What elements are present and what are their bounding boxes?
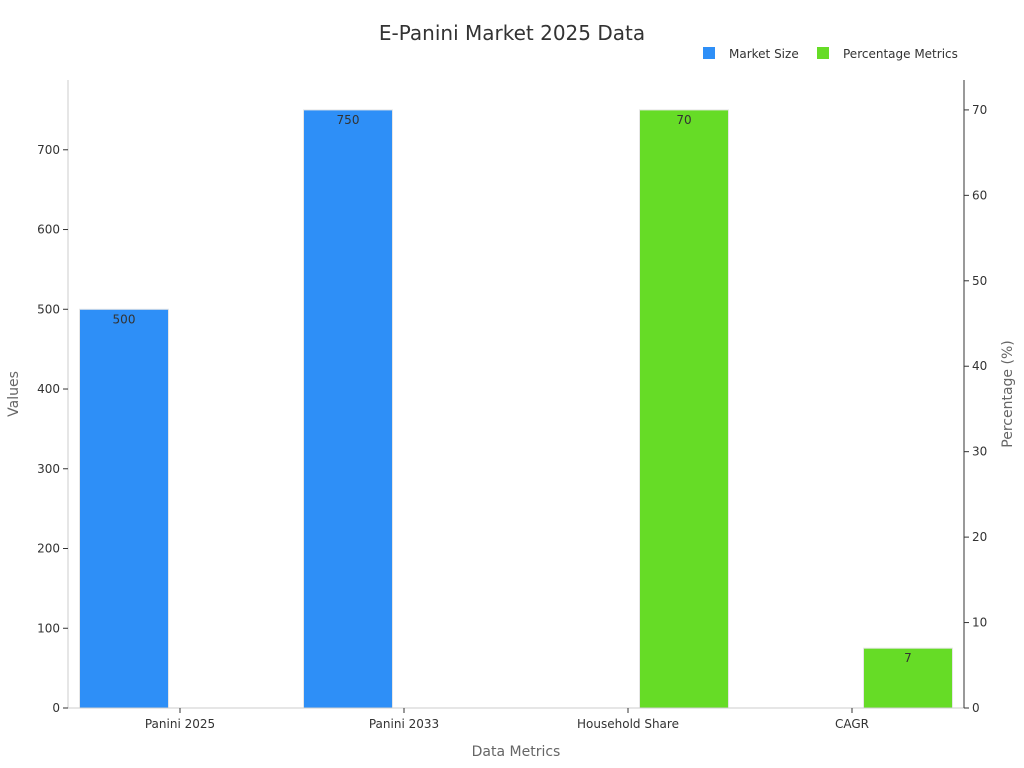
legend-label-market-size: Market Size — [729, 47, 799, 61]
y-right-tick-label: 70 — [972, 103, 987, 117]
y-right-tick-label: 0 — [972, 701, 980, 715]
legend-swatch-market-size — [703, 47, 715, 59]
plot-area: 500 750 70 7 — [79, 109, 953, 709]
y-right-tick-label: 30 — [972, 445, 987, 459]
legend-swatch-percentage-metrics — [817, 47, 829, 59]
x-tick-label-cagr: CAGR — [835, 717, 869, 731]
x-axis-label: Data Metrics — [472, 744, 561, 760]
data-label-household-share: 70 — [676, 113, 691, 127]
y-left-tick-label: 700 — [37, 143, 60, 157]
bar-market-size-panini-2033 — [303, 109, 393, 709]
y-left-tick-label: 200 — [37, 542, 60, 556]
data-label-cagr: 7 — [904, 651, 912, 665]
bar-percentage-metrics-household-share — [639, 109, 729, 709]
y-axis-left-label: Values — [6, 371, 22, 417]
y-left-tick-label: 0 — [52, 701, 60, 715]
x-axis-ticks: Panini 2025 Panini 2033 Household Share CAG… — [145, 708, 869, 731]
legend: Market Size Percentage Metrics — [703, 47, 958, 61]
x-tick-label-panini-2033: Panini 2033 — [369, 717, 439, 731]
data-label-panini-2033: 750 — [337, 113, 360, 127]
y-left-tick-label: 600 — [37, 223, 60, 237]
data-label-panini-2025: 500 — [113, 312, 136, 326]
y-left-tick-label: 400 — [37, 382, 60, 396]
y-axis-left-ticks: 0 100 200 300 400 500 600 700 — [37, 143, 68, 715]
legend-label-percentage-metrics: Percentage Metrics — [843, 47, 958, 61]
bar-percentage-metrics-cagr — [863, 647, 953, 709]
y-axis-right-ticks: 0 10 20 30 40 50 60 70 — [964, 103, 987, 715]
bar-market-size-panini-2025 — [79, 308, 169, 709]
x-tick-label-panini-2025: Panini 2025 — [145, 717, 215, 731]
y-right-tick-label: 50 — [972, 274, 987, 288]
y-right-tick-label: 20 — [972, 530, 987, 544]
y-axis-right-label: Percentage (%) — [1000, 340, 1016, 447]
y-left-tick-label: 100 — [37, 621, 60, 635]
y-left-tick-label: 500 — [37, 302, 60, 316]
y-right-tick-label: 10 — [972, 616, 987, 630]
x-tick-label-household-share: Household Share — [577, 717, 679, 731]
y-right-tick-label: 40 — [972, 359, 987, 373]
y-right-tick-label: 60 — [972, 188, 987, 202]
chart-title: E-Panini Market 2025 Data — [379, 21, 645, 45]
y-left-tick-label: 300 — [37, 462, 60, 476]
